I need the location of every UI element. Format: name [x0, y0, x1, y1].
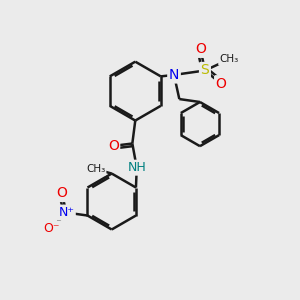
Text: CH₃: CH₃	[220, 54, 239, 64]
Text: N: N	[169, 68, 179, 82]
Text: CH₃: CH₃	[86, 164, 105, 174]
Text: O: O	[195, 42, 206, 56]
Text: N⁺: N⁺	[58, 206, 74, 219]
Text: O: O	[216, 77, 226, 91]
Text: NH: NH	[128, 161, 146, 174]
Text: O: O	[56, 186, 67, 200]
Text: O⁻: O⁻	[43, 222, 60, 235]
Text: S: S	[201, 64, 209, 77]
Text: O: O	[108, 139, 118, 153]
